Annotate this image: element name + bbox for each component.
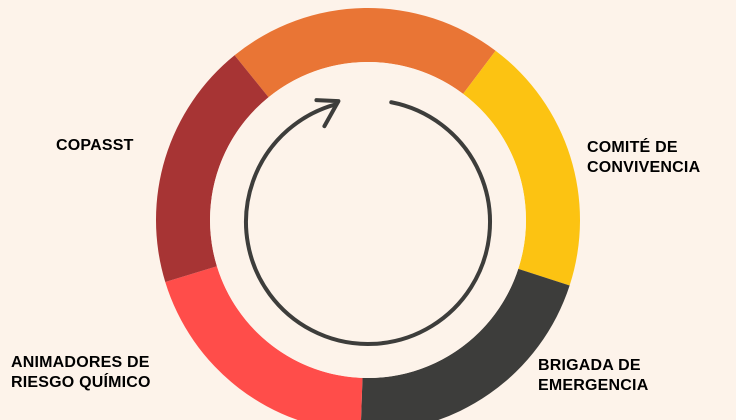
label-copasst-line-1: COPASST xyxy=(56,136,134,156)
label-comite-de-convivencia: COMITÉ DE CONVIVENCIA xyxy=(587,138,700,178)
label-brigada-line-1: BRIGADA DE xyxy=(538,356,648,376)
label-brigada-line-2: EMERGENCIA xyxy=(538,376,648,396)
label-animadores-line-1: ANIMADORES DE xyxy=(11,353,151,373)
label-copasst: COPASST xyxy=(56,136,134,156)
ring-center xyxy=(210,62,526,378)
label-comite-line-2: CONVIVENCIA xyxy=(587,158,700,178)
label-brigada-de-emergencia: BRIGADA DE EMERGENCIA xyxy=(538,356,648,396)
label-animadores-de-riesgo-quimico: ANIMADORES DE RIESGO QUÍMICO xyxy=(11,353,151,393)
label-animadores-line-2: RIESGO QUÍMICO xyxy=(11,373,151,393)
label-comite-line-1: COMITÉ DE xyxy=(587,138,700,158)
ring-segments xyxy=(156,8,580,420)
